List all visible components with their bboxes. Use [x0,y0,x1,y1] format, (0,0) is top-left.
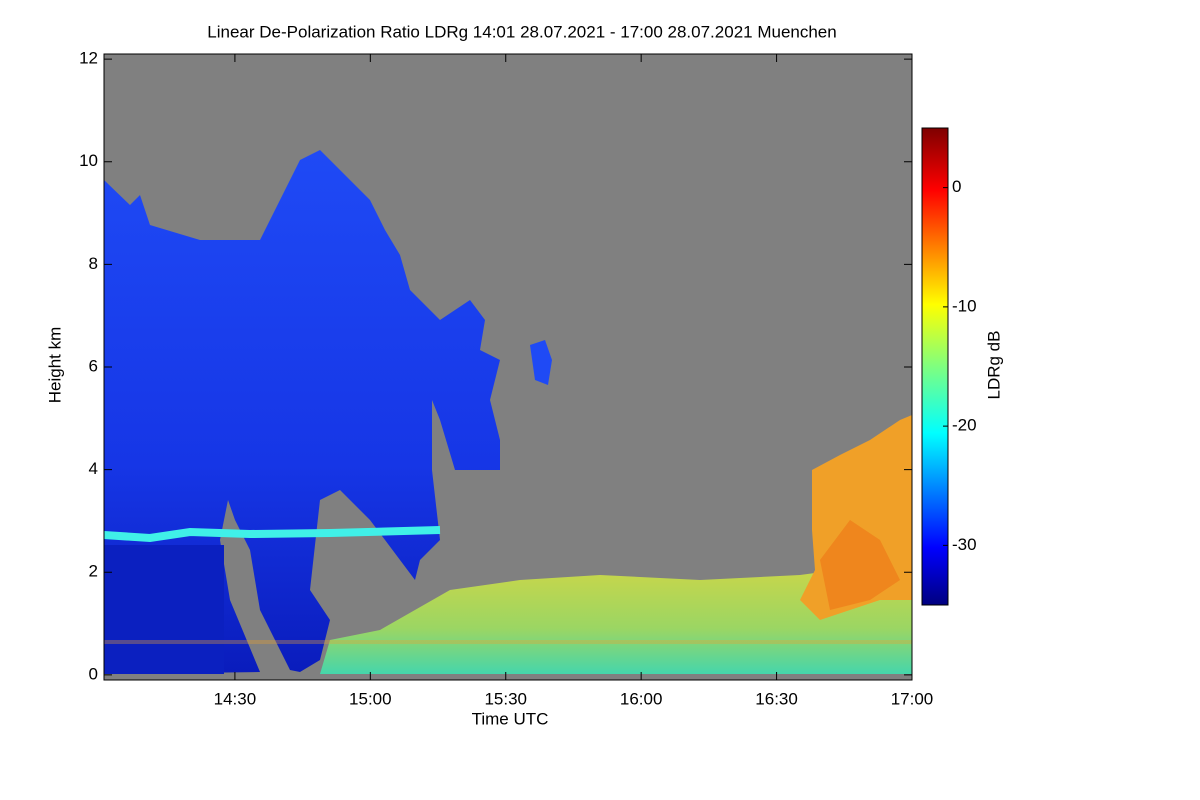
y-tick-label: 6 [89,356,98,375]
colorbar [921,127,949,606]
x-tick-label: 17:00 [891,689,934,708]
y-tick-label: 0 [89,664,98,683]
colorbar-tick-label: 0 [952,177,961,196]
y-axis-label: Height km [45,327,64,404]
colorbar-label: LDRg dB [984,331,1003,400]
y-tick-label: 12 [79,49,98,68]
colorbar-tick-label: -30 [952,535,977,554]
y-tick-label: 10 [79,151,98,170]
chart-title: Linear De-Polarization Ratio LDRg 14:01 … [207,22,836,41]
x-tick-label: 15:30 [484,689,527,708]
y-tick-label: 8 [89,254,98,273]
colorbar-tick-label: -10 [952,296,977,315]
x-tick-label: 16:30 [755,689,798,708]
y-tick-label: 2 [89,562,98,581]
x-tick-label: 15:00 [349,689,392,708]
x-tick-label: 16:00 [620,689,663,708]
x-axis-label: Time UTC [472,709,549,728]
colorbar-tick-label: -20 [952,416,977,435]
heatmap-image [103,54,912,680]
y-tick-label: 4 [89,459,98,478]
x-tick-label: 14:30 [214,689,257,708]
